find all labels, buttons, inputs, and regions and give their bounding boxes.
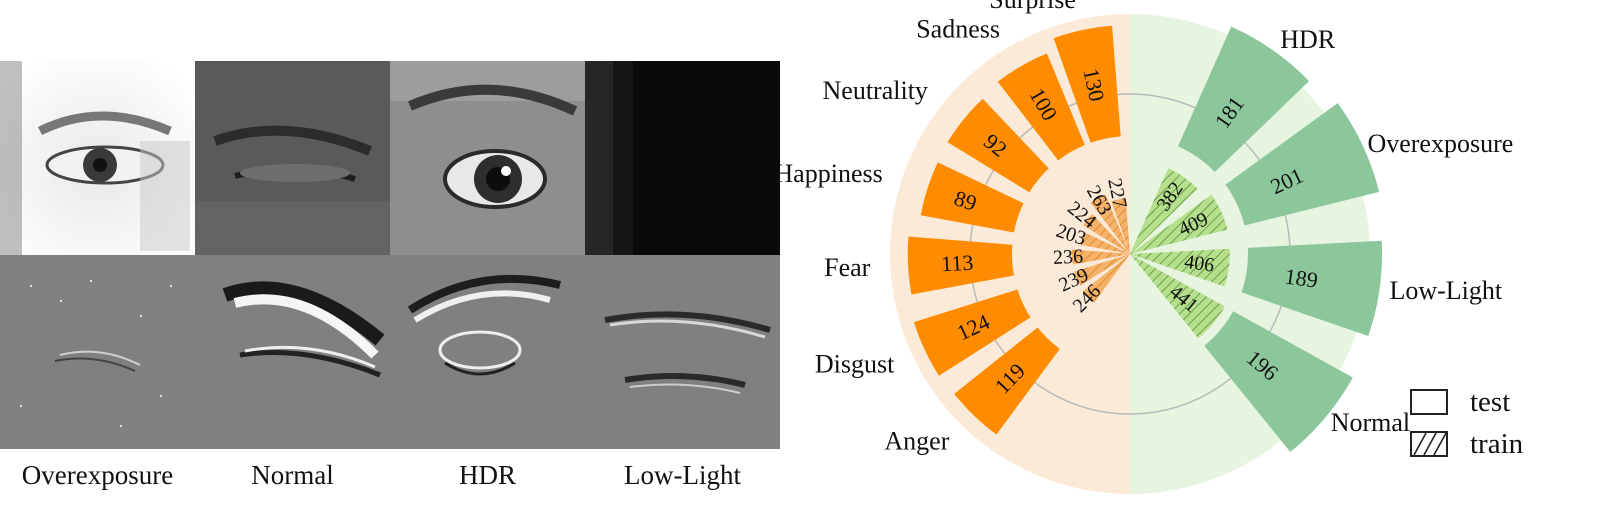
legend-label-train: train — [1470, 427, 1524, 460]
column-label-hdr: HDR — [458, 460, 516, 490]
train-bar-emotions-6 — [1082, 254, 1130, 303]
legend-item-train: train — [1410, 427, 1523, 461]
category-label-sadness: Sadness — [916, 14, 1000, 43]
category-label-normal: Normal — [1331, 408, 1410, 437]
test-bar-emotions-0 — [1053, 25, 1121, 143]
overexposure-event-frame — [0, 255, 195, 449]
train-bar-lighting-3 — [1130, 254, 1225, 339]
train-bar-lighting-0 — [1130, 168, 1198, 254]
column-label-normal: Normal — [251, 460, 334, 490]
category-label-fear: Fear — [824, 253, 871, 282]
category-label-overexposure: Overexposure — [1367, 129, 1513, 158]
test-bar-emotions-6 — [954, 327, 1060, 435]
legend-item-test: test — [1410, 385, 1510, 419]
low-light-event-frame — [585, 255, 780, 449]
test-bar-emotions-2 — [947, 98, 1049, 193]
column-label-low-light: Low-Light — [624, 460, 741, 490]
category-label-low-light: Low-Light — [1389, 276, 1502, 305]
category-label-hdr: HDR — [1280, 25, 1336, 54]
train-bar-lighting-2 — [1130, 248, 1230, 287]
event-frame-row — [0, 255, 780, 449]
column-label-overexposure: Overexposure — [21, 460, 174, 490]
train-bar-lighting-1 — [1130, 194, 1228, 254]
test-bar-lighting-3 — [1204, 311, 1353, 452]
train-bar-emotions-3 — [1080, 232, 1130, 254]
hdr-eye-photo — [390, 61, 585, 255]
legend-label-test: test — [1470, 385, 1511, 418]
test-bar-emotions-1 — [997, 53, 1085, 161]
train-bar-emotions-4 — [1071, 249, 1130, 265]
train-value-label-lighting-2: 406 — [1183, 251, 1216, 277]
low-light-eye-photo — [585, 61, 780, 255]
overexposed-eye-photo — [0, 61, 195, 255]
test-bar-emotions-5 — [913, 289, 1031, 376]
category-label-neutrality: Neutrality — [823, 76, 928, 105]
normal-eye-photo — [195, 61, 390, 255]
test-bar-lighting-0 — [1177, 26, 1310, 173]
hdr-event-frame — [390, 255, 585, 449]
legend-swatch-solid — [1410, 389, 1448, 415]
eye-photo-row — [0, 61, 780, 255]
chart-legend: test train — [1410, 385, 1590, 475]
normal-event-frame — [195, 255, 390, 449]
test-value-label-emotions-4: 113 — [941, 250, 974, 277]
legend-swatch-hatched — [1410, 431, 1448, 457]
test-value-label-lighting-2: 189 — [1283, 263, 1319, 292]
category-label-surprise: Surprise — [989, 0, 1076, 14]
test-bar-emotions-4 — [907, 236, 1014, 295]
test-bar-lighting-2 — [1241, 240, 1383, 337]
train-bar-emotions-5 — [1073, 254, 1130, 286]
train-bar-emotions-0 — [1111, 198, 1130, 254]
category-label-anger: Anger — [884, 427, 949, 456]
train-bar-emotions-2 — [1083, 214, 1130, 254]
category-label-happiness: Happiness — [780, 159, 883, 188]
test-bar-lighting-1 — [1225, 103, 1380, 226]
test-bar-emotions-3 — [920, 162, 1024, 233]
category-label-disgust: Disgust — [815, 349, 895, 378]
train-value-label-emotions-4: 236 — [1053, 245, 1084, 269]
train-bar-emotions-1 — [1090, 194, 1130, 254]
